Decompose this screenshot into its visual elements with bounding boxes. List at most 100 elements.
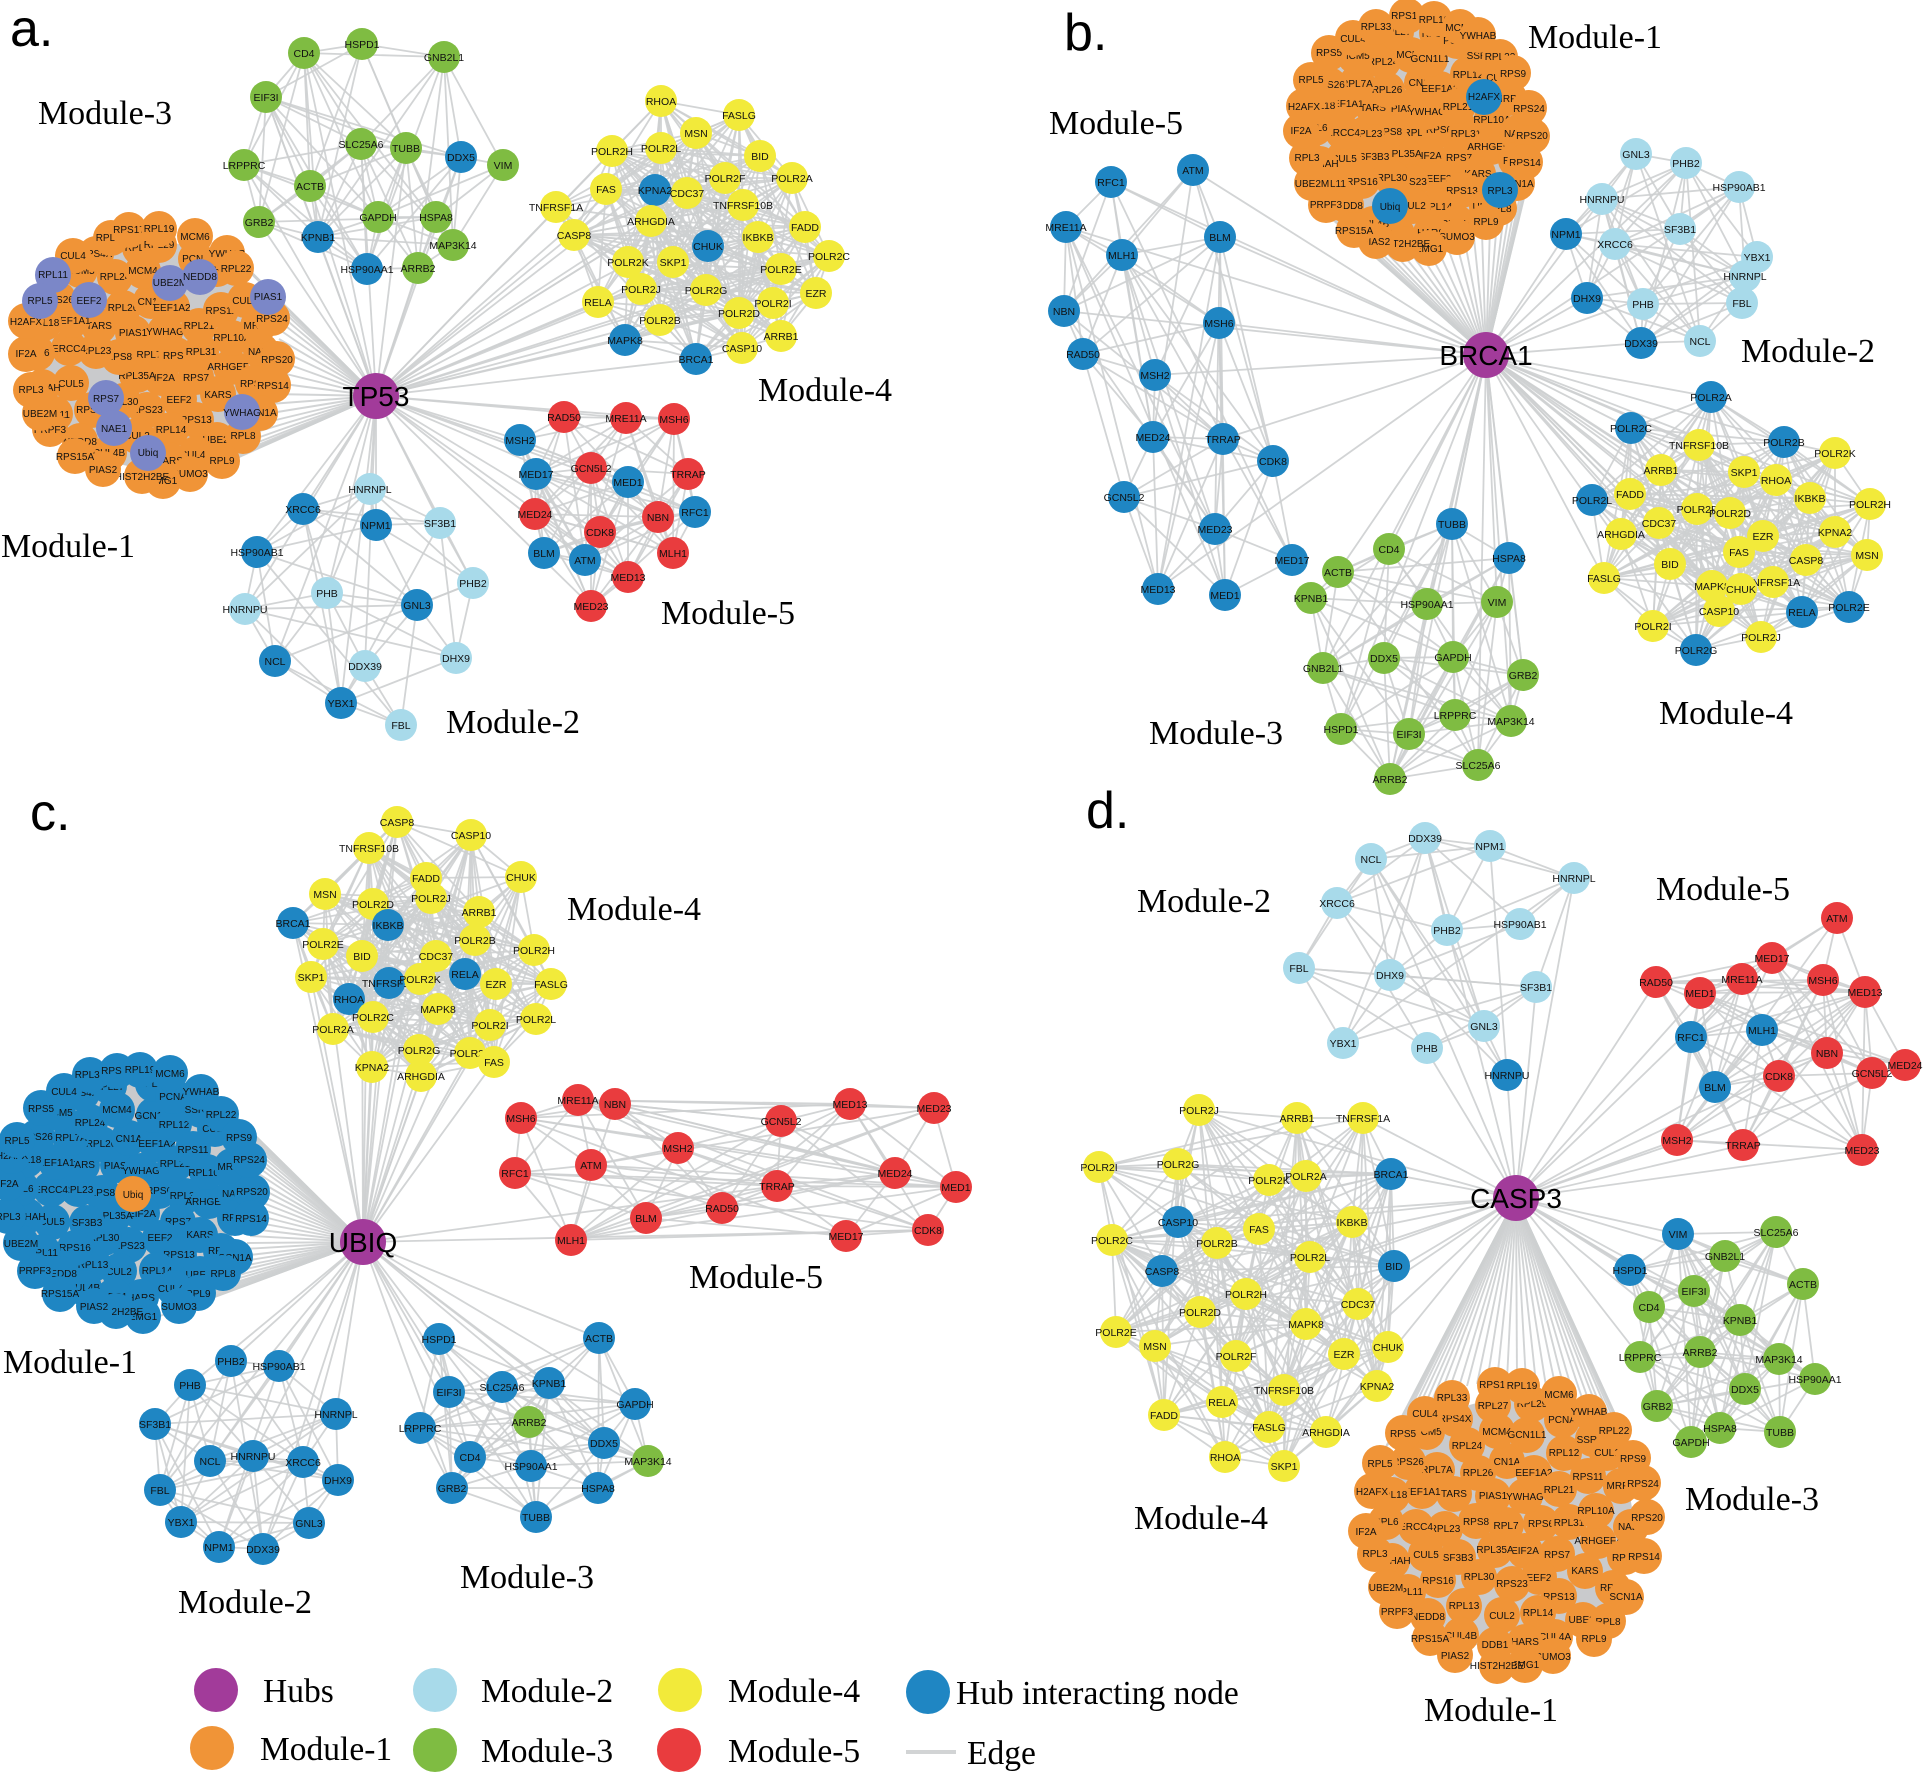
svg-text:HSP90AB1: HSP90AB1	[1712, 182, 1765, 194]
svg-text:HSPA8: HSPA8	[1492, 553, 1526, 565]
svg-text:RPS14: RPS14	[257, 381, 289, 392]
svg-text:RPS26: RPS26	[21, 1132, 53, 1143]
svg-text:BRCA1: BRCA1	[1439, 340, 1532, 371]
svg-text:RPL30: RPL30	[1377, 173, 1408, 184]
svg-text:c.: c.	[30, 784, 70, 842]
svg-text:Edge: Edge	[967, 1735, 1036, 1772]
svg-text:RPL29: RPL29	[1517, 1399, 1548, 1410]
svg-text:RPL7: RPL7	[1493, 1521, 1518, 1532]
svg-text:Module-3: Module-3	[38, 95, 172, 132]
svg-text:HNRNPL: HNRNPL	[1552, 873, 1595, 885]
svg-text:CUL1: CUL1	[1594, 1448, 1620, 1459]
svg-text:POLR2D: POLR2D	[1179, 1307, 1221, 1319]
svg-text:KARS: KARS	[1464, 169, 1492, 180]
svg-text:RELA: RELA	[584, 297, 611, 309]
svg-text:RPS23: RPS23	[131, 405, 163, 416]
svg-text:BID: BID	[1385, 1261, 1403, 1273]
svg-text:RPL11: RPL11	[1316, 179, 1346, 190]
svg-text:PIAS1: PIAS1	[254, 292, 283, 303]
svg-text:SKP1: SKP1	[298, 972, 325, 984]
svg-text:a.: a.	[10, 0, 53, 58]
svg-text:LRPPRC: LRPPRC	[1619, 1352, 1662, 1364]
svg-text:RPS7: RPS7	[183, 373, 210, 384]
svg-text:HSP90AB1: HSP90AB1	[230, 547, 283, 559]
svg-text:CDK8: CDK8	[586, 527, 614, 539]
svg-text:CUL2: CUL2	[106, 1267, 132, 1278]
svg-text:DDB1: DDB1	[1482, 1640, 1509, 1651]
svg-text:HNRNPL: HNRNPL	[1723, 271, 1766, 283]
svg-text:RPS6: RPS6	[163, 351, 190, 362]
svg-text:TARS: TARS	[1441, 1489, 1467, 1500]
svg-text:RPS15A: RPS15A	[41, 1289, 80, 1300]
svg-text:ARHGDIA: ARHGDIA	[1597, 529, 1645, 541]
svg-text:Module-3: Module-3	[1149, 715, 1283, 752]
svg-text:GNL3: GNL3	[295, 1518, 323, 1530]
svg-text:CASP8: CASP8	[380, 817, 415, 829]
svg-text:SUMO3: SUMO3	[172, 469, 208, 480]
svg-text:ARRB1: ARRB1	[763, 331, 798, 343]
svg-text:CUL2: CUL2	[124, 431, 150, 442]
svg-text:RPS7: RPS7	[1446, 153, 1473, 164]
svg-text:CN1A: CN1A	[116, 1134, 143, 1145]
svg-text:RPL23: RPL23	[81, 346, 112, 357]
svg-text:EIF2A: EIF2A	[1511, 1546, 1539, 1557]
svg-text:RPL11: RPL11	[28, 1248, 58, 1259]
svg-text:POLR2D: POLR2D	[1709, 508, 1751, 520]
svg-text:RPL11: RPL11	[38, 270, 68, 281]
svg-text:RPS23: RPS23	[1395, 177, 1427, 188]
svg-text:TARS: TARS	[1360, 103, 1386, 114]
svg-text:MED1: MED1	[1210, 590, 1239, 602]
svg-text:RPL27: RPL27	[94, 1082, 125, 1093]
svg-text:EEF2: EEF2	[1526, 1573, 1551, 1584]
svg-text:FADD: FADD	[412, 873, 440, 885]
svg-text:RPS24: RPS24	[233, 1155, 265, 1166]
svg-text:PHB: PHB	[1416, 1043, 1438, 1055]
svg-text:TRRAP: TRRAP	[759, 1181, 795, 1193]
svg-text:RFC1: RFC1	[1097, 177, 1125, 189]
svg-text:RPS9: RPS9	[1620, 1454, 1647, 1465]
svg-text:MSH6: MSH6	[506, 1113, 535, 1125]
svg-text:CASP3: CASP3	[1470, 1183, 1562, 1214]
svg-text:CUL5: CUL5	[1413, 1550, 1439, 1561]
svg-text:MED1: MED1	[613, 477, 642, 489]
svg-text:MSN: MSN	[1143, 1341, 1166, 1353]
svg-text:RPS11: RPS11	[206, 306, 237, 317]
svg-text:CDC37: CDC37	[1642, 518, 1677, 530]
svg-text:DDX5: DDX5	[1370, 653, 1398, 665]
svg-text:CDC37: CDC37	[670, 188, 705, 200]
svg-text:MRE11A: MRE11A	[1045, 222, 1086, 234]
svg-text:MLH1: MLH1	[1748, 1025, 1776, 1037]
svg-text:DDX39: DDX39	[246, 1544, 280, 1556]
svg-text:FBL: FBL	[391, 720, 410, 732]
svg-text:UBE2M: UBE2M	[4, 1239, 38, 1250]
svg-text:RPS16: RPS16	[76, 405, 108, 416]
svg-text:RPL33: RPL33	[75, 1070, 106, 1081]
svg-text:PIAS2: PIAS2	[1441, 1651, 1470, 1662]
svg-text:CUL5: CUL5	[58, 379, 84, 390]
svg-text:RPS13: RPS13	[1446, 186, 1478, 197]
svg-text:RHOA: RHOA	[334, 994, 364, 1006]
svg-text:RPS24: RPS24	[1627, 1479, 1659, 1490]
svg-text:RPL12: RPL12	[1453, 70, 1484, 81]
svg-text:RPL14: RPL14	[156, 425, 187, 436]
svg-text:RPS9: RPS9	[226, 1133, 253, 1144]
svg-text:MCM6: MCM6	[180, 232, 210, 243]
svg-text:HSPD1: HSPD1	[1323, 724, 1358, 736]
svg-text:H2AFX: H2AFX	[10, 317, 43, 328]
svg-text:CDC37: CDC37	[419, 951, 454, 963]
svg-text:Module-5: Module-5	[728, 1733, 860, 1770]
svg-text:HIST2H2BE: HIST2H2BE	[89, 1307, 144, 1318]
svg-text:GRB2: GRB2	[438, 1483, 467, 1495]
svg-text:ARRB2: ARRB2	[1372, 774, 1407, 786]
svg-text:POLR2C: POLR2C	[1091, 1235, 1133, 1247]
svg-text:TNFRSF10B: TNFRSF10B	[1254, 1385, 1314, 1397]
svg-text:H2AFX: H2AFX	[1356, 1487, 1389, 1498]
svg-text:Module-3: Module-3	[460, 1559, 594, 1596]
svg-text:POLR2C: POLR2C	[808, 251, 850, 263]
svg-text:PIAS2: PIAS2	[80, 1302, 109, 1313]
svg-text:FADD: FADD	[1616, 489, 1644, 501]
svg-text:GCN5L2: GCN5L2	[1104, 492, 1145, 504]
svg-text:MAPK8: MAPK8	[1288, 1319, 1324, 1331]
svg-text:MED24: MED24	[517, 509, 552, 521]
svg-text:GNL3: GNL3	[403, 600, 431, 612]
